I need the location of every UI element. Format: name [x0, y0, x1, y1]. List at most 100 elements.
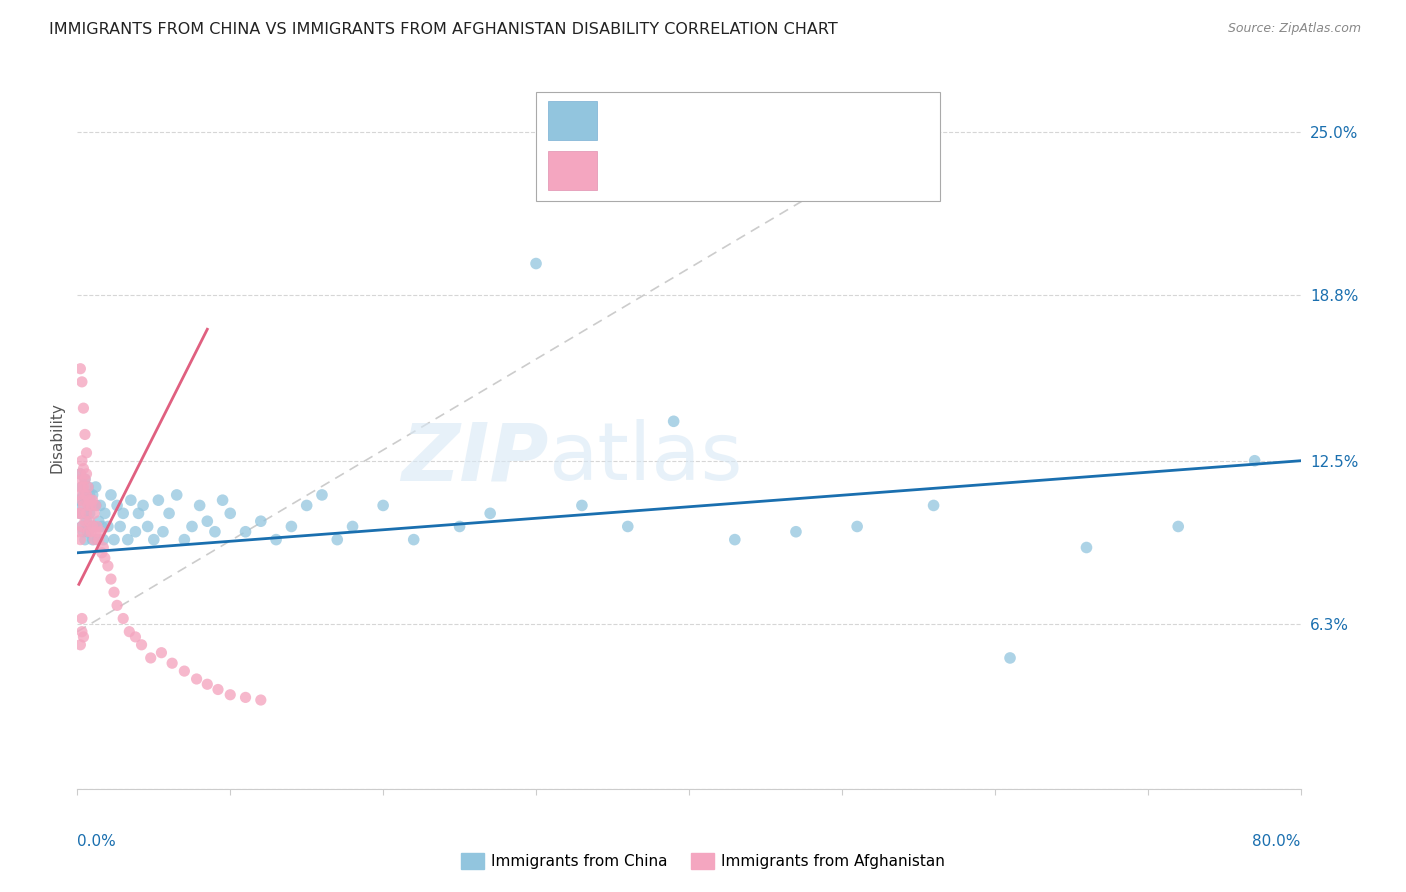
Point — [82, 519, 104, 533]
Point — [72, 488, 94, 502]
Point — [83, 519, 105, 533]
Point — [250, 514, 273, 528]
Point — [250, 693, 273, 707]
Point — [70, 480, 93, 494]
Point — [166, 488, 188, 502]
Point — [235, 524, 257, 539]
Point — [94, 506, 117, 520]
Point — [173, 533, 195, 547]
Text: atlas: atlas — [548, 419, 742, 497]
Point — [195, 677, 218, 691]
Point — [67, 493, 90, 508]
Point — [70, 499, 93, 513]
Point — [90, 519, 112, 533]
Point — [76, 493, 98, 508]
Point — [70, 472, 93, 486]
Point — [219, 688, 242, 702]
Point — [80, 519, 103, 533]
Point — [124, 524, 146, 539]
Point — [77, 480, 100, 494]
Point — [86, 533, 108, 547]
Point — [662, 414, 685, 428]
Point — [264, 533, 287, 547]
Point — [70, 624, 93, 639]
Point — [157, 506, 180, 520]
Point — [91, 533, 114, 547]
Point — [571, 499, 593, 513]
Point — [72, 461, 94, 475]
Point — [72, 499, 94, 513]
Point — [70, 493, 93, 508]
Point — [181, 519, 204, 533]
Point — [219, 506, 242, 520]
Point — [79, 506, 101, 520]
Point — [77, 524, 100, 539]
Point — [67, 524, 90, 539]
Legend: Immigrants from China, Immigrants from Afghanistan: Immigrants from China, Immigrants from A… — [454, 847, 952, 875]
Point — [80, 499, 103, 513]
Text: Source: ZipAtlas.com: Source: ZipAtlas.com — [1227, 22, 1361, 36]
Point — [211, 493, 233, 508]
Point — [1076, 541, 1098, 555]
Point — [103, 585, 125, 599]
Point — [76, 506, 98, 520]
Point — [128, 506, 150, 520]
Point — [117, 533, 139, 547]
Point — [148, 493, 170, 508]
Point — [77, 499, 100, 513]
Point — [76, 514, 98, 528]
Point — [69, 467, 91, 481]
Point — [77, 524, 100, 539]
Point — [70, 611, 93, 625]
Point — [70, 519, 93, 533]
Point — [295, 499, 318, 513]
Point — [69, 506, 91, 520]
Point — [79, 514, 101, 528]
Point — [77, 480, 100, 494]
Point — [72, 524, 94, 539]
Point — [326, 533, 349, 547]
Point — [69, 533, 91, 547]
Point — [84, 480, 107, 494]
Point — [91, 541, 114, 555]
Point — [188, 499, 211, 513]
Point — [80, 524, 103, 539]
Point — [69, 638, 91, 652]
Point — [922, 499, 945, 513]
Text: 80.0%: 80.0% — [1253, 834, 1301, 849]
Point — [118, 624, 141, 639]
Point — [94, 551, 117, 566]
Point — [76, 467, 98, 481]
Point — [479, 506, 502, 520]
Point — [72, 401, 94, 416]
Point — [449, 519, 471, 533]
Point — [342, 519, 364, 533]
Point — [80, 499, 103, 513]
Point — [82, 533, 104, 547]
Point — [173, 664, 195, 678]
Point — [84, 499, 107, 513]
Point — [112, 611, 135, 625]
Point — [73, 488, 96, 502]
Point — [79, 493, 101, 508]
Point — [73, 533, 96, 547]
Point — [70, 454, 93, 468]
Point — [69, 467, 91, 481]
Point — [139, 651, 162, 665]
Point — [136, 519, 159, 533]
Point — [160, 657, 183, 671]
Point — [524, 256, 547, 270]
Point — [105, 499, 128, 513]
Point — [311, 488, 333, 502]
Point — [371, 499, 394, 513]
Point — [76, 446, 98, 460]
Point — [207, 682, 229, 697]
Point — [195, 514, 218, 528]
Point — [100, 488, 122, 502]
Point — [73, 427, 96, 442]
Point — [280, 519, 302, 533]
Y-axis label: Disability: Disability — [49, 401, 65, 473]
Point — [152, 524, 174, 539]
Point — [70, 519, 93, 533]
Point — [84, 499, 107, 513]
